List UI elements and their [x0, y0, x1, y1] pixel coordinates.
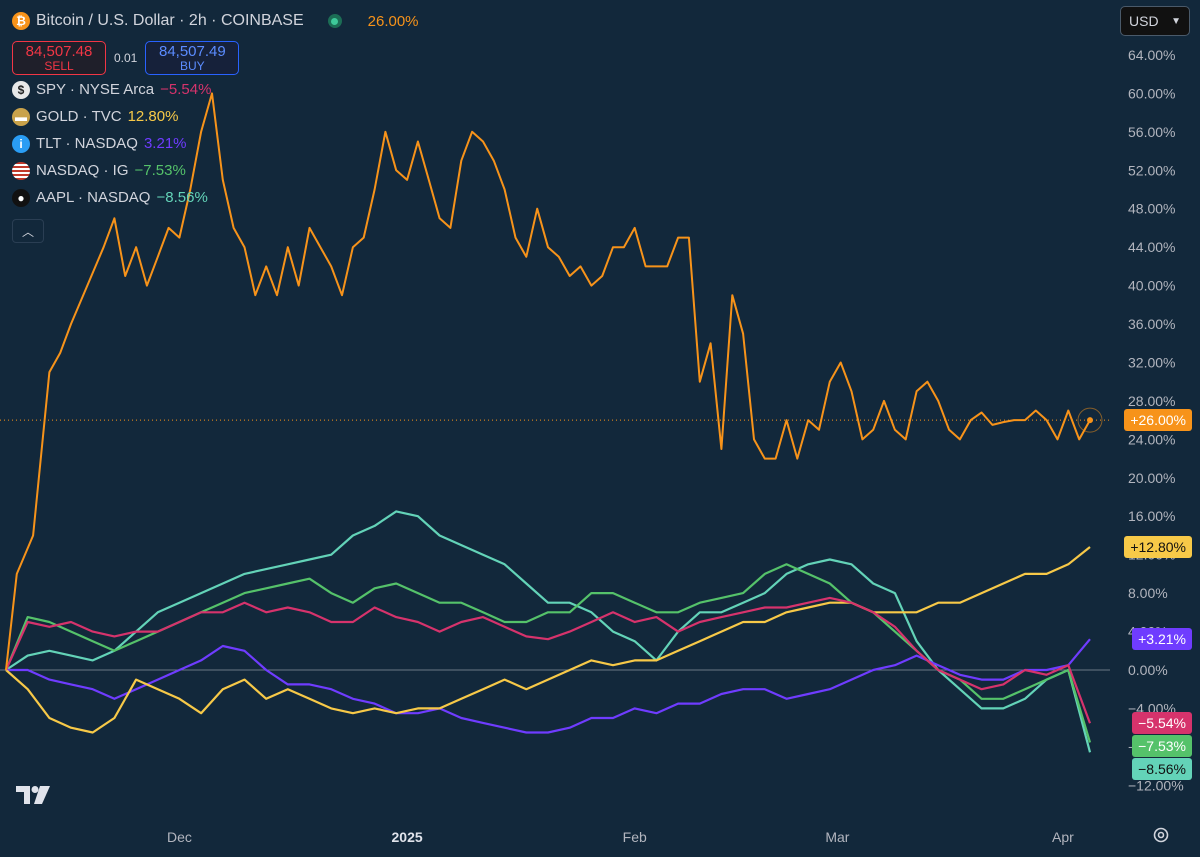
y-tick-label: 16.00% [1128, 508, 1175, 524]
legend-item-aapl[interactable]: ● AAPL · NASDAQ −8.56% [12, 184, 419, 211]
x-tick-label: 2025 [392, 829, 423, 845]
market-status-icon [327, 14, 342, 28]
y-tick-label: 24.00% [1128, 431, 1175, 447]
legend-change: −5.54% [160, 81, 212, 98]
legend-name: NASDAQ · IG [36, 162, 129, 179]
sell-price: 84,507.48 [25, 42, 93, 60]
spy-s-icon: $ [12, 80, 30, 99]
apple-icon: ● [12, 188, 30, 207]
series-line-spy[interactable] [4, 596, 1092, 724]
gold-bars-icon: ▬ [12, 107, 30, 126]
badge-nasdaq: −7.53% [1132, 735, 1192, 758]
y-tick-label: 36.00% [1128, 316, 1175, 332]
legend-item-nasdaq[interactable]: NASDAQ · IG −7.53% [12, 157, 419, 184]
legend-name: AAPL · NASDAQ [36, 189, 151, 206]
buy-label: BUY [180, 58, 205, 73]
legend-item-spy[interactable]: $ SPY · NYSE Arca −5.54% [12, 76, 419, 103]
info-i-icon: i [12, 134, 30, 153]
legend-change: −8.56% [156, 189, 208, 206]
y-tick-label: 40.00% [1128, 278, 1175, 294]
x-tick-label: Feb [623, 829, 647, 845]
y-tick-label: 20.00% [1128, 470, 1175, 486]
y-tick-label: 60.00% [1128, 85, 1175, 101]
series-line-aapl[interactable] [5, 510, 1092, 753]
spread-value: 0.01 [114, 51, 138, 65]
bitcoin-icon: ₿ [12, 12, 30, 30]
x-tick-label: Dec [167, 829, 192, 845]
legend-change: 12.80% [127, 108, 179, 125]
currency-select[interactable]: USD ▼ [1120, 6, 1190, 36]
badge-btc: +26.00% [1124, 409, 1192, 432]
sell-label: SELL [44, 58, 74, 73]
y-tick-label: 52.00% [1128, 162, 1175, 178]
y-tick-label: 64.00% [1128, 47, 1175, 63]
legend-name: GOLD · TVC [36, 108, 122, 125]
currency-value: USD [1129, 13, 1159, 29]
series-line-tlt[interactable] [6, 638, 1091, 734]
legend-name: SPY · NYSE Arca [36, 81, 155, 98]
tradingview-logo-icon[interactable] [16, 786, 54, 808]
y-tick-label: 48.00% [1128, 201, 1175, 217]
legend-name: TLT · NASDAQ [36, 135, 138, 152]
badge-tlt: +3.21% [1132, 628, 1192, 651]
series-line-gold[interactable] [5, 546, 1091, 734]
y-tick-label: 0.00% [1128, 662, 1168, 678]
main-symbol-title: Bitcoin / U.S. Dollar · 2h · COINBASE [36, 12, 304, 29]
last-price-marker [1077, 407, 1103, 433]
x-tick-label: Apr [1052, 829, 1074, 845]
y-tick-label: 8.00% [1128, 585, 1168, 601]
badge-aapl: −8.56% [1132, 758, 1192, 781]
x-tick-label: Mar [825, 829, 849, 845]
sell-button[interactable]: 84,507.48 SELL [12, 41, 106, 75]
legend-item-gold[interactable]: ▬ GOLD · TVC 12.80% [12, 103, 419, 130]
buy-button[interactable]: 84,507.49 BUY [145, 41, 240, 75]
y-tick-label: 44.00% [1128, 239, 1175, 255]
badge-spy: −5.54% [1132, 712, 1192, 735]
legend-change: −7.53% [134, 162, 186, 179]
buy-price: 84,507.49 [158, 42, 226, 60]
last-price-dot [1087, 417, 1093, 424]
main-symbol-header[interactable]: ₿ Bitcoin / U.S. Dollar · 2h · COINBASE … [12, 8, 419, 34]
chevron-up-icon: ︿ [21, 224, 34, 239]
series-line-btcusd[interactable] [5, 92, 1091, 671]
collapse-legend-button[interactable]: ︿ [12, 219, 44, 243]
y-tick-label: 32.00% [1128, 354, 1175, 370]
main-symbol-change: 26.00% [367, 12, 419, 30]
us-flag-icon [12, 161, 30, 180]
chevron-down-icon: ▼ [1171, 15, 1181, 27]
settings-gear-icon[interactable] [1152, 826, 1170, 844]
y-tick-label: 28.00% [1128, 393, 1175, 409]
badge-gold: +12.80% [1124, 535, 1192, 558]
series-line-nasdaq[interactable] [4, 563, 1092, 743]
y-tick-label: 56.00% [1128, 124, 1175, 140]
trade-panel: 84,507.48 SELL 0.01 84,507.49 BUY [12, 40, 419, 76]
legend-change: 3.21% [143, 135, 187, 152]
y-tick-label: −12.00% [1128, 777, 1184, 793]
legend: ₿ Bitcoin / U.S. Dollar · 2h · COINBASE … [12, 8, 419, 243]
legend-item-tlt[interactable]: i TLT · NASDAQ 3.21% [12, 130, 419, 157]
